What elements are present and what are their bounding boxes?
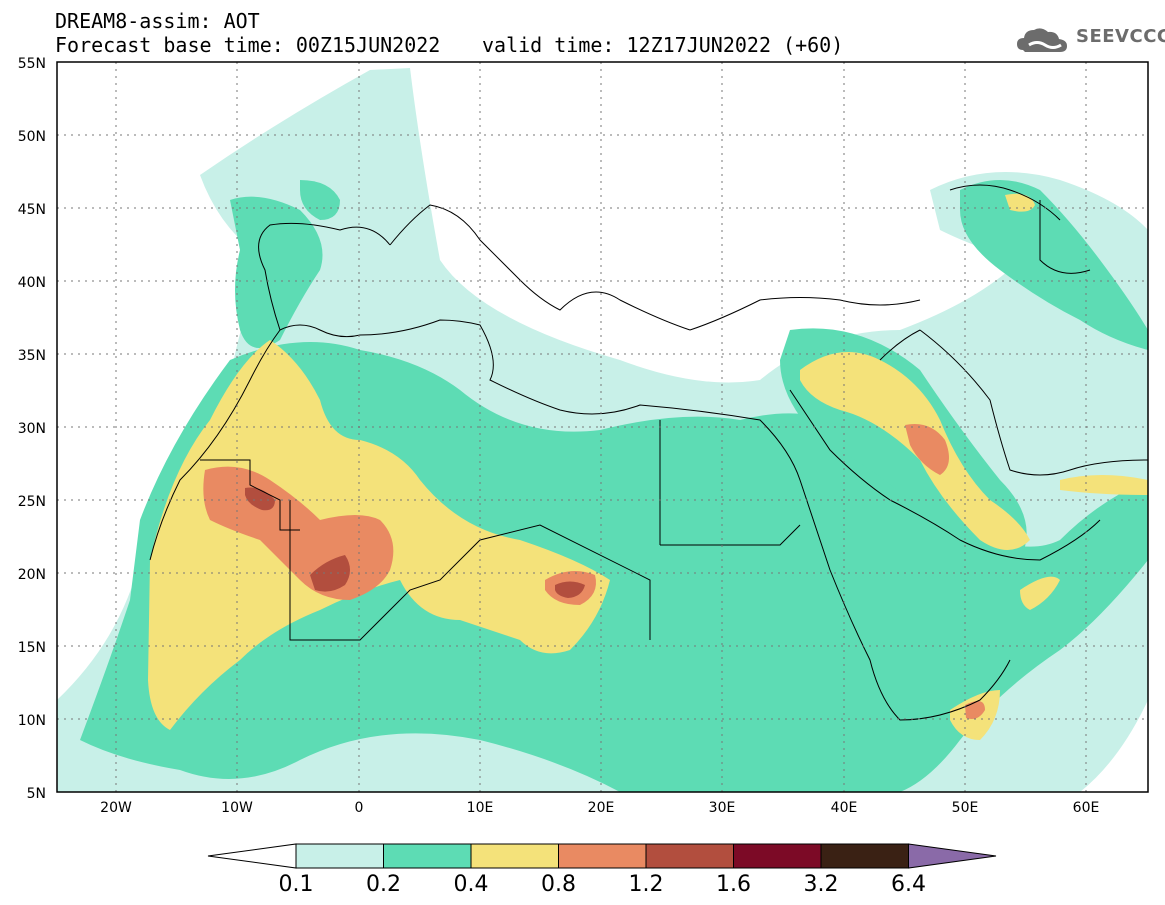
lat-label: 10N: [18, 713, 46, 729]
colorbar-over-triangle: [908, 843, 997, 869]
colorbar-under-triangle: [207, 843, 297, 869]
lat-label: 30N: [18, 421, 46, 437]
colorbar-label: 1.6: [716, 872, 751, 897]
valid-time: valid time: 12Z17JUN2022 (+60): [482, 33, 844, 57]
lon-label: 20E: [588, 800, 615, 816]
lon-labels: 20W 10W 0 10E 20E 30E 40E 50E 60E: [100, 800, 1099, 816]
colorbar: [207, 843, 997, 869]
colorbar-bin: [820, 843, 909, 869]
lat-label: 20N: [18, 567, 46, 583]
colorbar-label: 6.4: [891, 872, 926, 897]
colorbar-label: 1.2: [628, 872, 664, 897]
aot-field: [57, 68, 1148, 792]
lat-label: 15N: [18, 640, 46, 656]
lat-label: 25N: [18, 494, 46, 510]
lat-label: 55N: [18, 56, 46, 72]
colorbar-bin: [383, 843, 472, 869]
lon-label: 50E: [952, 800, 979, 816]
colorbar-label: 0.4: [453, 872, 489, 897]
colorbar-label: 0.1: [278, 872, 314, 897]
logo-text: SEEVCCC: [1076, 26, 1165, 47]
colorbar-label: 0.2: [366, 872, 401, 897]
lat-label: 35N: [18, 348, 46, 364]
lat-labels: 55N 50N 45N 40N 35N 30N 25N 20N 15N 10N …: [18, 56, 46, 802]
colorbar-label: 3.2: [803, 872, 839, 897]
base-time: Forecast base time: 00Z15JUN2022: [55, 33, 441, 57]
lon-label: 20W: [100, 800, 132, 816]
chart-title: DREAM8-assim: AOT: [55, 9, 260, 33]
grid: [57, 62, 1148, 792]
colorbar-bin: [645, 843, 734, 869]
lat-label: 5N: [27, 786, 46, 802]
lon-label: 40E: [831, 800, 858, 816]
colorbar-bin: [558, 843, 647, 869]
colorbar-bin: [470, 843, 559, 869]
lon-label: 0: [355, 800, 364, 816]
colorbar-bin: [295, 843, 384, 869]
colorbar-bin: [733, 843, 822, 869]
colorbar-label: 0.8: [541, 872, 576, 897]
lat-label: 50N: [18, 129, 46, 145]
lat-label: 45N: [18, 202, 46, 218]
map-frame: [56, 61, 1149, 793]
lon-label: 10W: [221, 800, 253, 816]
lon-label: 60E: [1073, 800, 1100, 816]
lon-label: 10E: [467, 800, 494, 816]
lon-label: 30E: [709, 800, 736, 816]
lat-label: 40N: [18, 275, 46, 291]
coastlines: [149, 184, 1148, 721]
cloud-icon: [1017, 28, 1067, 52]
